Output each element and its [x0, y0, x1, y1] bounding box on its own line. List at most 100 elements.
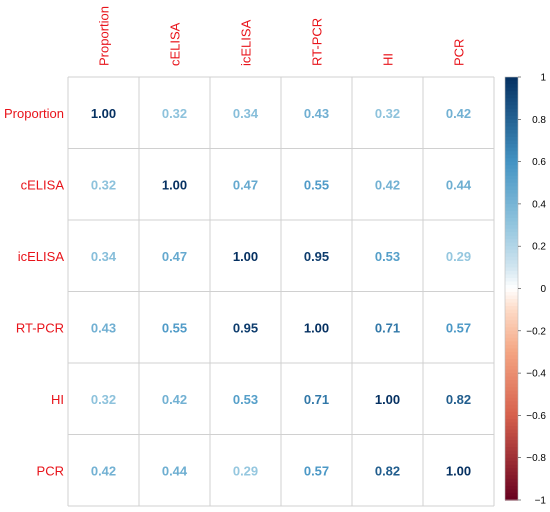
colorbar-band: [505, 337, 518, 342]
cell-value: 0.55: [304, 177, 329, 192]
colorbar-band: [505, 292, 518, 297]
colorbar-band: [505, 84, 518, 89]
cell-value: 1.00: [91, 106, 116, 121]
column-label: PCR: [452, 39, 467, 66]
row-label: Proportion: [4, 106, 64, 121]
colorbar-band: [505, 341, 518, 346]
colorbar-band: [505, 302, 518, 307]
colorbar-band: [505, 436, 518, 441]
colorbar-band: [505, 112, 518, 117]
colorbar-band: [505, 274, 518, 279]
colorbar-band: [505, 147, 518, 152]
row-labels: Proportion cELISA icELISA RT-PCR HI PCR: [4, 106, 64, 479]
cell-value: 1.00: [304, 320, 329, 335]
colorbar-band: [505, 175, 518, 180]
colorbar-tick-label: 0.2: [532, 242, 546, 253]
colorbar-band: [505, 443, 518, 448]
colorbar-tick-label: 0.6: [532, 157, 546, 168]
colorbar-band: [505, 429, 518, 434]
colorbar-band: [505, 207, 518, 212]
column-label: cELISA: [168, 22, 183, 66]
colorbar-band: [505, 189, 518, 194]
cell-value: 0.82: [375, 463, 400, 478]
colorbar-band: [505, 397, 518, 402]
colorbar-band: [505, 108, 518, 113]
colorbar-tick-label: −0.8: [526, 453, 546, 464]
colorbar-band: [505, 295, 518, 300]
colorbar-band: [505, 306, 518, 311]
colorbar-band: [505, 359, 518, 364]
cell-value: 0.32: [91, 177, 116, 192]
colorbar-band: [505, 457, 518, 462]
colorbar-band: [505, 94, 518, 99]
cell-value: 0.29: [446, 249, 471, 264]
cell-value: 0.71: [375, 320, 400, 335]
colorbar-band: [505, 401, 518, 406]
colorbar-band: [505, 288, 518, 293]
colorbar-band: [505, 492, 518, 498]
colorbar-band: [505, 256, 518, 261]
cell-value: 0.43: [304, 106, 329, 121]
colorbar-band: [505, 387, 518, 392]
colorbar-band: [505, 284, 518, 290]
colorbar-band: [505, 330, 518, 335]
colorbar-band: [505, 489, 518, 494]
column-labels: Proportion cELISA icELISA RT-PCR HI PCR: [97, 6, 467, 66]
colorbar-tick-label: 1: [540, 73, 546, 84]
colorbar-band: [505, 496, 518, 501]
colorbar-band: [505, 450, 518, 455]
cell-value: 1.00: [375, 392, 400, 407]
colorbar-band: [505, 471, 518, 476]
colorbar-band: [505, 115, 518, 120]
colorbar-band: [505, 126, 518, 131]
cell-value: 0.57: [304, 463, 329, 478]
colorbar-band: [505, 380, 518, 385]
colorbar-band: [505, 408, 518, 413]
colorbar-band: [505, 232, 518, 237]
colorbar-band: [505, 214, 518, 219]
colorbar-band: [505, 418, 518, 424]
colorbar-band: [505, 105, 518, 110]
colorbar-band: [505, 87, 518, 92]
colorbar-band: [505, 299, 518, 304]
colorbar-band: [505, 186, 518, 191]
colorbar-band: [505, 263, 518, 268]
cell-value: 1.00: [162, 177, 187, 192]
cell-value: 0.32: [91, 392, 116, 407]
colorbar-band: [505, 158, 518, 163]
grid-lines: [67, 76, 495, 507]
cell-value: 0.95: [304, 249, 329, 264]
cell-value: 0.34: [233, 106, 259, 121]
colorbar-band: [505, 133, 518, 138]
colorbar-band: [505, 154, 518, 159]
cell-value: 0.42: [446, 106, 471, 121]
colorbar-band: [505, 277, 518, 283]
colorbar-band: [505, 348, 518, 353]
colorbar-band: [505, 172, 518, 177]
colorbar-band: [505, 461, 518, 466]
cell-value: 1.00: [233, 249, 258, 264]
colorbar-band: [505, 228, 518, 233]
colorbar-band: [505, 334, 518, 339]
colorbar-band: [505, 316, 518, 321]
colorbar-band: [505, 260, 518, 265]
cell-value: 0.47: [162, 249, 187, 264]
cell-value: 0.53: [375, 249, 400, 264]
colorbar-band: [505, 373, 518, 378]
colorbar-band: [505, 404, 518, 409]
colorbar-tick-label: 0.4: [532, 199, 546, 210]
colorbar-band: [505, 140, 518, 145]
colorbar-band: [505, 468, 518, 473]
row-label: cELISA: [21, 177, 65, 192]
colorbar-band: [505, 151, 518, 156]
colorbar-tick-label: −0.4: [526, 369, 546, 380]
column-label: Proportion: [97, 6, 112, 66]
colorbar-band: [505, 203, 518, 209]
column-label: HI: [381, 53, 396, 66]
colorbar-band: [505, 225, 518, 230]
colorbar-band: [505, 122, 518, 127]
cell-value: 0.43: [91, 320, 116, 335]
colorbar-band: [505, 376, 518, 381]
colorbar-band: [505, 394, 518, 399]
